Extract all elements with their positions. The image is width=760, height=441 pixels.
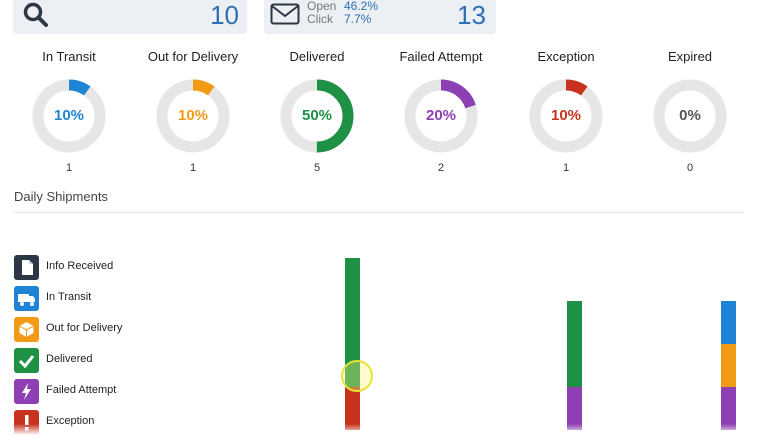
- search-icon: [23, 2, 48, 27]
- legend-label: In Transit: [46, 291, 92, 303]
- open-rate: 46.2%: [344, 0, 379, 13]
- status-count: 1: [65, 162, 73, 174]
- bar-segment-out-for-delivery[interactable]: [721, 344, 736, 387]
- donut-track: [653, 79, 727, 153]
- mail-icon: [270, 3, 300, 25]
- status-title: Expired: [667, 49, 713, 64]
- donut-arc: [32, 79, 106, 153]
- donut-percent: 0%: [679, 107, 701, 124]
- mouse-cursor-highlight: [341, 360, 373, 392]
- status-delivered[interactable]: Delivered 50% 5: [254, 48, 380, 174]
- donut-arc: [404, 79, 478, 153]
- status-count: 0: [686, 162, 694, 174]
- open-click-labels: Open Click: [307, 0, 336, 26]
- legend-label: Failed Attempt: [46, 384, 117, 396]
- document-icon: [14, 255, 39, 280]
- status-expired[interactable]: Expired 0% 0: [627, 48, 753, 174]
- donut-percent: 20%: [425, 107, 457, 124]
- status-title: Delivered: [289, 49, 345, 64]
- status-donut: 0%: [650, 76, 730, 156]
- status-count: 5: [313, 162, 321, 174]
- daily-shipments-title: Daily Shipments: [14, 189, 108, 204]
- status-donut: 50%: [277, 76, 357, 156]
- bar-segment-delivered[interactable]: [345, 258, 360, 387]
- bar-segment-failed-attempt[interactable]: [721, 387, 736, 430]
- donut-percent: 10%: [177, 107, 209, 124]
- status-donut: 10%: [526, 76, 606, 156]
- status-exception[interactable]: Exception 10% 1: [503, 48, 629, 174]
- status-title: Exception: [537, 49, 595, 64]
- bolt-icon: [14, 379, 39, 404]
- click-label: Click: [307, 12, 333, 26]
- bottom-fade: [0, 424, 760, 435]
- bar-segment-in-transit[interactable]: [721, 301, 736, 344]
- legend-label: Info Received: [46, 260, 114, 272]
- email-count: 13: [457, 0, 486, 30]
- box-icon: [14, 317, 39, 342]
- status-count: 1: [562, 162, 570, 174]
- status-out-for-delivery[interactable]: Out for Delivery 10% 1: [130, 48, 256, 174]
- status-count: 2: [437, 162, 445, 174]
- status-donut: 10%: [153, 76, 233, 156]
- search-summary-card[interactable]: 10: [13, 0, 247, 34]
- status-count: 1: [189, 162, 197, 174]
- status-title: Out for Delivery: [147, 49, 239, 64]
- truck-icon: [14, 286, 39, 311]
- status-failed-attempt[interactable]: Failed Attempt 20% 2: [378, 48, 504, 174]
- email-summary-card[interactable]: Open Click 46.2% 7.7% 13: [264, 0, 496, 34]
- section-divider: [14, 212, 744, 213]
- click-rate: 7.7%: [344, 12, 372, 26]
- bar-segment-exception[interactable]: [345, 387, 360, 430]
- status-in-transit[interactable]: In Transit 10% 1: [6, 48, 132, 174]
- status-donut: 10%: [29, 76, 109, 156]
- search-count: 10: [210, 0, 239, 30]
- check-icon: [14, 348, 39, 373]
- bar-segment-delivered[interactable]: [567, 301, 582, 387]
- open-label: Open: [307, 0, 337, 13]
- donut-arc: [529, 79, 603, 153]
- donut-percent: 10%: [550, 107, 582, 124]
- legend-label: Delivered: [46, 353, 93, 365]
- open-click-rates: 46.2% 7.7%: [344, 0, 378, 26]
- bar-segment-failed-attempt[interactable]: [567, 387, 582, 430]
- donut-percent: 10%: [53, 107, 85, 124]
- legend-label: Out for Delivery: [46, 322, 123, 334]
- donut-arc: [280, 79, 354, 153]
- donut-percent: 50%: [301, 107, 333, 124]
- donut-arc: [156, 79, 230, 153]
- status-title: Failed Attempt: [399, 49, 483, 64]
- status-donut: 20%: [401, 76, 481, 156]
- status-title: In Transit: [42, 49, 96, 64]
